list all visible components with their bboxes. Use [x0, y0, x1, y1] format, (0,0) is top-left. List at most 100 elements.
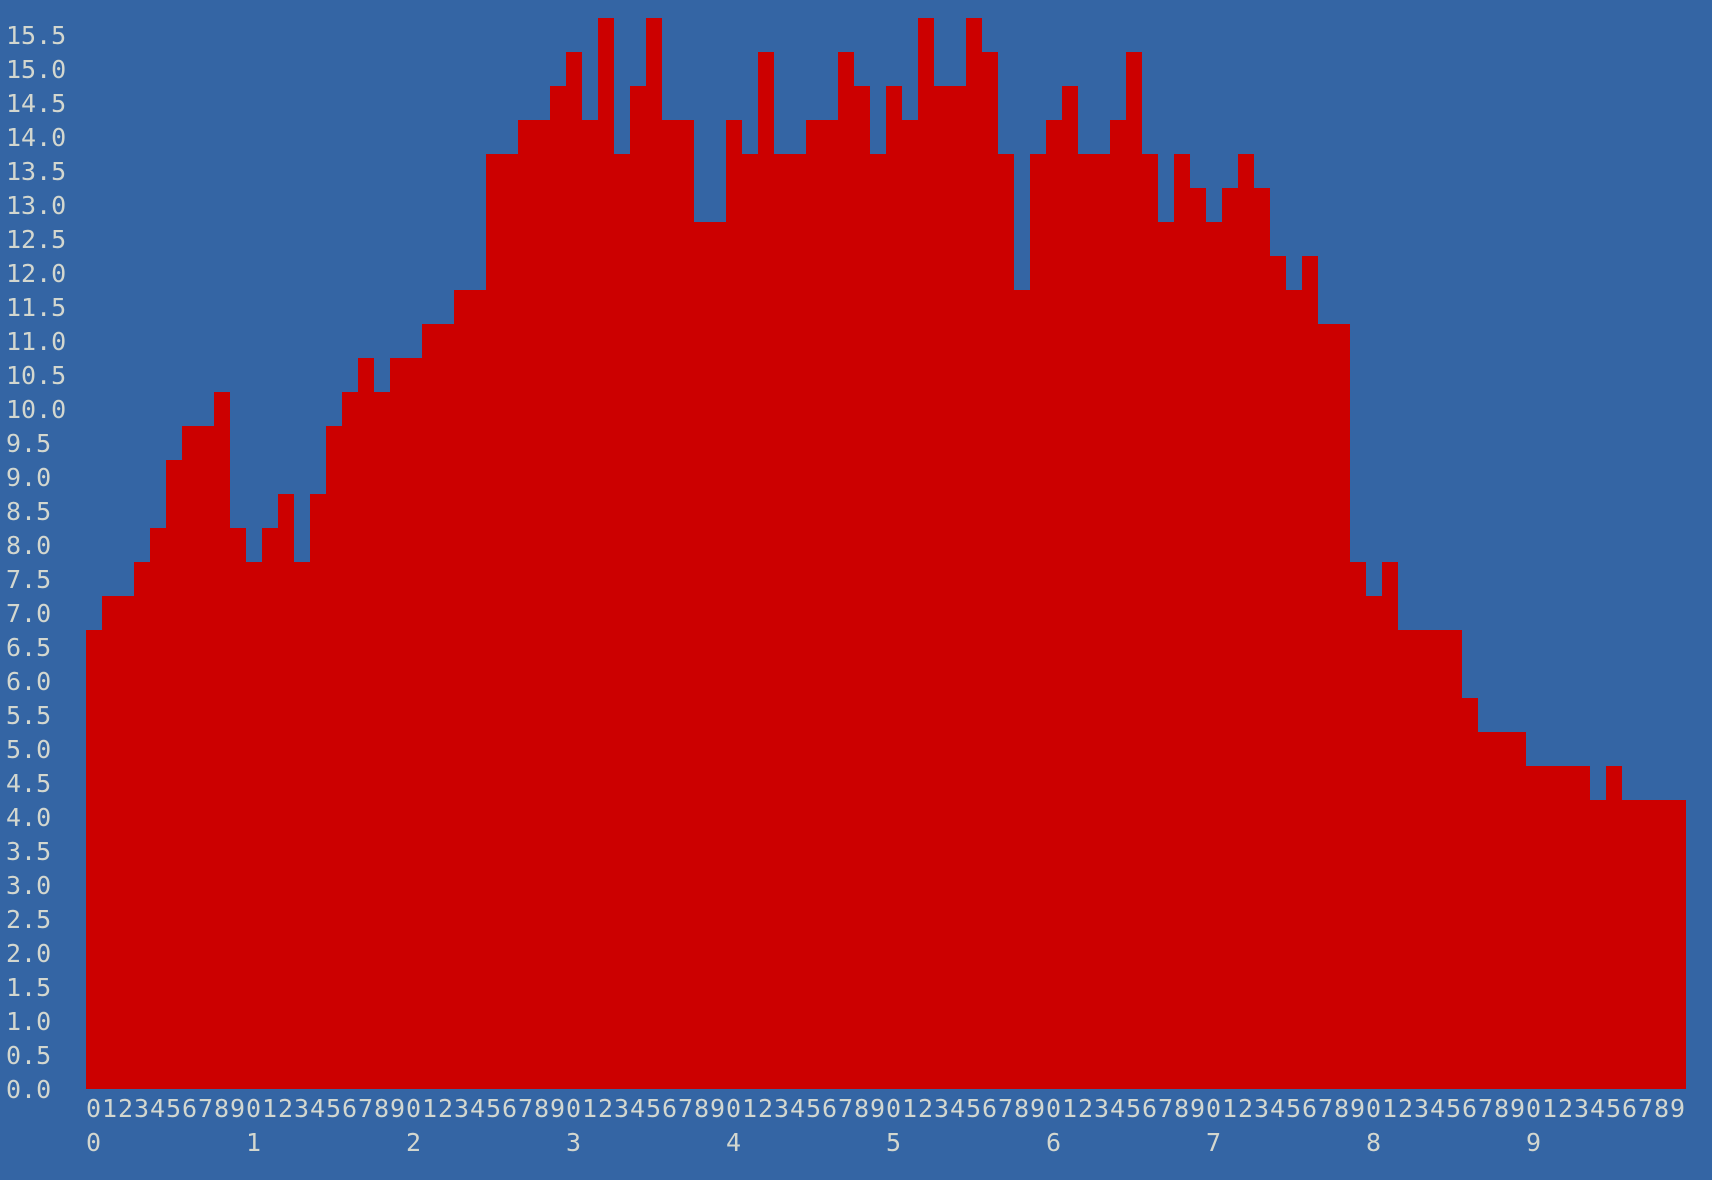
x-major-tick-label: 6	[1046, 1128, 1061, 1157]
bar-22	[438, 324, 454, 1089]
x-major-tick-label: 1	[246, 1128, 261, 1157]
x-minor-tick-label: 9	[870, 1094, 885, 1123]
x-minor-tick-label: 1	[422, 1094, 437, 1123]
x-minor-tick-label: 3	[614, 1094, 629, 1123]
x-minor-tick-label: 0	[1046, 1094, 1061, 1123]
x-minor-tick-label: 7	[198, 1094, 213, 1123]
x-minor-tick-label: 5	[166, 1094, 181, 1123]
x-minor-tick-label: 8	[534, 1094, 549, 1123]
bar-47	[838, 52, 854, 1089]
bar-66	[1142, 154, 1158, 1089]
y-axis-tick-labels: 0.0 0.5 1.0 1.5 2.0 2.5 3.0 3.5 4.0 4.5 5.0 5.5 6.0 6…	[6, 21, 66, 1104]
y-tick-label: 11.5	[6, 293, 66, 322]
bar-78	[1334, 324, 1350, 1089]
x-minor-tick-label: 3	[774, 1094, 789, 1123]
bar-86	[1462, 698, 1478, 1089]
bar-45	[806, 120, 822, 1089]
x-minor-tick-label: 7	[1638, 1094, 1653, 1123]
bar-62	[1078, 154, 1094, 1089]
x-minor-tick-label: 2	[1398, 1094, 1413, 1123]
bar-39	[710, 222, 726, 1089]
y-tick-label: 0.5	[6, 1041, 51, 1070]
bar-59	[1030, 154, 1046, 1089]
bar-81	[1382, 562, 1398, 1089]
x-minor-tick-label: 7	[518, 1094, 533, 1123]
bar-20	[406, 358, 422, 1089]
x-major-tick-label: 7	[1206, 1128, 1221, 1157]
bar-1	[102, 596, 118, 1089]
bar-30	[566, 52, 582, 1089]
x-minor-tick-label: 2	[438, 1094, 453, 1123]
x-minor-tick-label: 0	[1366, 1094, 1381, 1123]
bar-82	[1398, 630, 1414, 1089]
bar-19	[390, 358, 406, 1089]
bar-88	[1494, 732, 1510, 1089]
bar-87	[1478, 732, 1494, 1089]
bar-91	[1542, 766, 1558, 1089]
x-minor-tick-label: 0	[1526, 1094, 1541, 1123]
bar-97	[1638, 800, 1654, 1089]
y-tick-label: 3.0	[6, 871, 51, 900]
x-minor-tick-label: 4	[790, 1094, 805, 1123]
bar-74	[1270, 256, 1286, 1089]
bar-73	[1254, 188, 1270, 1089]
y-tick-label: 9.0	[6, 463, 51, 492]
y-tick-label: 2.5	[6, 905, 51, 934]
x-minor-tick-label: 1	[1222, 1094, 1237, 1123]
x-minor-tick-label: 6	[502, 1094, 517, 1123]
x-minor-tick-label: 2	[598, 1094, 613, 1123]
bar-4	[150, 528, 166, 1089]
x-minor-tick-label: 8	[1494, 1094, 1509, 1123]
bar-15	[326, 426, 342, 1089]
bar-80	[1366, 596, 1382, 1089]
x-minor-tick-label: 4	[1590, 1094, 1605, 1123]
x-major-tick-label: 5	[886, 1128, 901, 1157]
bar-61	[1062, 86, 1078, 1089]
y-tick-label: 12.5	[6, 225, 66, 254]
bar-31	[582, 120, 598, 1089]
x-minor-tick-label: 9	[550, 1094, 565, 1123]
y-tick-label: 0.0	[6, 1075, 51, 1104]
bar-57	[998, 154, 1014, 1089]
bar-8	[214, 392, 230, 1089]
y-tick-label: 15.5	[6, 21, 66, 50]
bar-68	[1174, 154, 1190, 1089]
x-minor-tick-label: 8	[374, 1094, 389, 1123]
x-major-tick-label: 2	[406, 1128, 421, 1157]
x-minor-tick-label: 2	[118, 1094, 133, 1123]
bar-29	[550, 86, 566, 1089]
bar-53	[934, 86, 950, 1089]
x-minor-tick-label: 2	[1558, 1094, 1573, 1123]
bar-67	[1158, 222, 1174, 1089]
bar-72	[1238, 154, 1254, 1089]
bar-7	[198, 426, 214, 1089]
x-major-tick-label: 8	[1366, 1128, 1381, 1157]
bar-37	[678, 120, 694, 1089]
x-minor-tick-label: 5	[806, 1094, 821, 1123]
y-tick-label: 13.0	[6, 191, 66, 220]
x-minor-tick-label: 4	[470, 1094, 485, 1123]
y-tick-label: 2.0	[6, 939, 51, 968]
x-minor-tick-label: 4	[950, 1094, 965, 1123]
x-minor-tick-label: 5	[646, 1094, 661, 1123]
x-minor-tick-label: 9	[390, 1094, 405, 1123]
x-minor-tick-label: 6	[1142, 1094, 1157, 1123]
x-minor-tick-label: 0	[246, 1094, 261, 1123]
x-minor-tick-label: 8	[694, 1094, 709, 1123]
x-minor-tick-label: 1	[262, 1094, 277, 1123]
x-minor-tick-label: 4	[1110, 1094, 1125, 1123]
bar-0	[86, 630, 102, 1089]
bar-14	[310, 494, 326, 1089]
bar-65	[1126, 52, 1142, 1089]
x-minor-tick-label: 8	[214, 1094, 229, 1123]
x-minor-tick-label: 7	[1318, 1094, 1333, 1123]
x-minor-tick-label: 6	[182, 1094, 197, 1123]
x-minor-tick-label: 0	[86, 1094, 101, 1123]
y-tick-label: 3.5	[6, 837, 51, 866]
x-minor-tick-label: 2	[758, 1094, 773, 1123]
bar-84	[1430, 630, 1446, 1089]
x-minor-tick-label: 7	[838, 1094, 853, 1123]
x-minor-tick-label: 0	[1206, 1094, 1221, 1123]
bar-52	[918, 18, 934, 1089]
